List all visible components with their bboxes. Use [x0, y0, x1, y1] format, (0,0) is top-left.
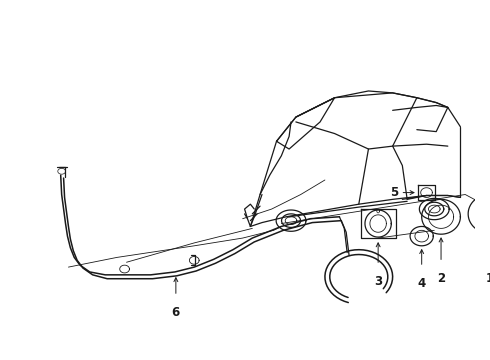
Text: 3: 3: [374, 275, 382, 288]
Text: 1: 1: [486, 272, 490, 285]
Text: 5: 5: [390, 186, 398, 199]
Text: 6: 6: [172, 306, 180, 319]
Text: 2: 2: [437, 272, 445, 285]
Text: 4: 4: [417, 277, 426, 290]
